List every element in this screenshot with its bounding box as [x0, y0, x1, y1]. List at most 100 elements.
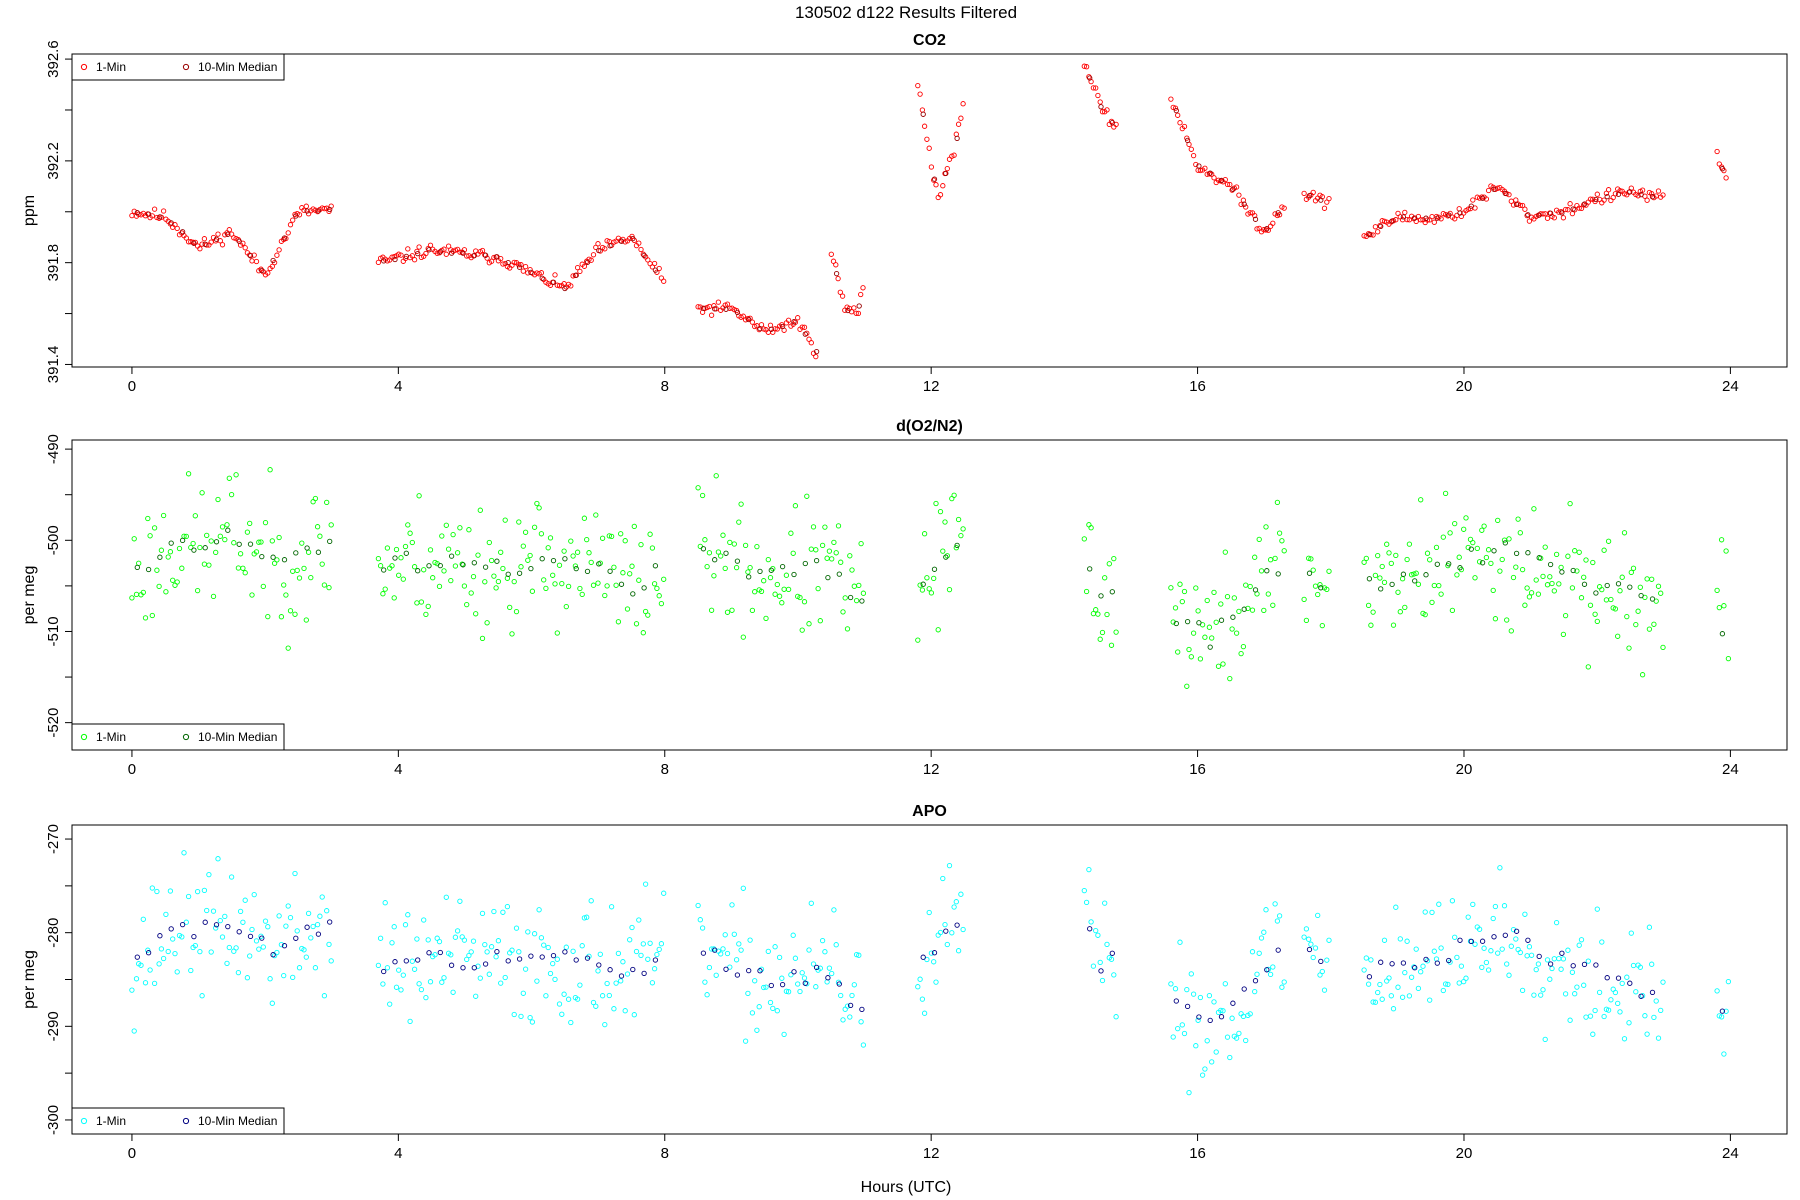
o2n2-point	[658, 600, 665, 607]
apo-point	[228, 874, 235, 880]
apo-point	[1449, 898, 1456, 904]
co2-point	[1639, 187, 1646, 193]
o2n2-point	[552, 581, 558, 587]
co2-point	[1236, 192, 1242, 198]
o2n2-point	[1488, 560, 1494, 567]
co2-median-point	[1581, 201, 1588, 207]
apo-point	[251, 891, 257, 898]
apo-point	[937, 929, 944, 936]
o2n2-point	[1431, 582, 1437, 589]
co2-point	[556, 283, 563, 289]
o2n2-point	[154, 567, 160, 573]
apo-point	[745, 990, 751, 997]
o2n2-point	[194, 587, 201, 594]
o2n2-median-point	[791, 571, 797, 578]
apo-point	[1393, 904, 1399, 910]
co2-median-point	[1536, 212, 1542, 218]
apo-point	[151, 980, 158, 987]
co2-median-point	[734, 309, 741, 316]
o2n2-point	[253, 549, 260, 555]
o2n2-median-point	[712, 557, 718, 563]
apo-median-point	[202, 919, 208, 925]
apo-point	[538, 935, 545, 941]
apo-point	[396, 967, 402, 973]
apo-point	[1222, 981, 1228, 987]
o2n2-point	[942, 519, 948, 525]
apo-point	[165, 948, 171, 955]
co2-point	[416, 244, 422, 250]
co2-point	[1644, 197, 1650, 203]
co2-median-point	[1306, 192, 1313, 199]
o2n2-point	[1501, 537, 1508, 543]
o2n2-point	[1574, 568, 1580, 574]
o2n2-point	[708, 607, 715, 613]
o2n2-point	[801, 599, 808, 605]
apo-point	[1256, 950, 1262, 956]
co2-median-point	[516, 264, 523, 270]
o2n2-point	[287, 608, 294, 614]
apo-point	[790, 932, 796, 938]
apo-point	[792, 955, 799, 961]
apo-point	[314, 921, 321, 928]
o2n2-point	[1218, 601, 1224, 607]
apo-median-point	[259, 935, 265, 941]
apo-point	[1247, 1011, 1253, 1017]
apo-point	[536, 907, 542, 913]
o2n2-point	[312, 495, 319, 502]
apo-point	[631, 1012, 637, 1018]
o2n2-point	[502, 517, 508, 523]
o2n2-point	[285, 645, 291, 651]
o2n2-point	[1363, 555, 1369, 562]
o2n2-point	[1461, 526, 1467, 532]
apo-median-point	[723, 966, 729, 972]
co2-point	[1095, 92, 1101, 99]
co2-x-tick-label: 16	[1189, 378, 1206, 395]
apo-point	[1531, 992, 1537, 998]
apo-point	[1490, 915, 1496, 922]
o2n2-point	[439, 533, 445, 539]
co2-point	[933, 182, 939, 188]
co2-point	[1181, 123, 1188, 130]
co2-point	[1431, 219, 1437, 225]
co2-median-point	[1173, 107, 1179, 114]
o2n2-point	[783, 572, 790, 578]
o2n2-point	[1227, 675, 1233, 682]
apo-point	[756, 1004, 762, 1010]
o2n2-median-point	[1184, 618, 1191, 625]
apo-point	[1572, 991, 1578, 997]
o2n2-point	[1637, 584, 1643, 590]
apo-point	[702, 979, 708, 985]
co2-point	[1211, 175, 1217, 181]
figure-title: 130502 d122 Results Filtered	[795, 3, 1017, 22]
o2n2-point	[550, 572, 556, 578]
o2n2-point	[1547, 574, 1553, 580]
o2n2-point	[926, 586, 932, 592]
o2n2-median-point	[1570, 567, 1576, 574]
apo-point	[1601, 1013, 1607, 1020]
apo-point	[425, 937, 431, 943]
co2-point	[1093, 85, 1099, 91]
apo-point	[158, 946, 165, 952]
o2n2-point	[718, 553, 724, 559]
o2n2-point	[1386, 550, 1392, 556]
co2-point	[958, 115, 964, 121]
apo-point	[758, 966, 765, 972]
co2-point	[799, 324, 805, 330]
apo-median-point	[539, 954, 545, 960]
apo-point	[253, 938, 260, 944]
o2n2-point	[928, 590, 935, 596]
apo-point	[611, 1006, 617, 1012]
apo-point	[1386, 975, 1392, 981]
o2n2-median-point	[607, 568, 613, 574]
o2n2-point	[170, 577, 176, 583]
apo-point	[301, 947, 307, 953]
apo-point	[1377, 981, 1383, 988]
apo-point	[772, 944, 778, 950]
o2n2-point	[615, 619, 622, 625]
o2n2-point	[1261, 607, 1267, 614]
o2n2-point	[294, 567, 300, 574]
o2n2-median-point	[1719, 631, 1726, 637]
apo-point	[543, 993, 549, 999]
